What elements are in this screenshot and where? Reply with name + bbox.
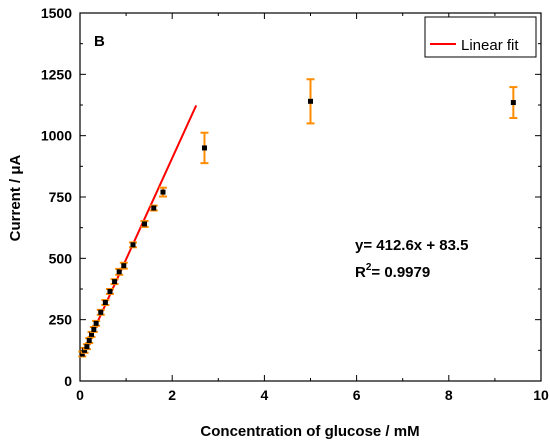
data-point xyxy=(89,326,98,333)
point-marker xyxy=(98,309,104,315)
y-tick-label: 500 xyxy=(49,250,73,266)
x-axis-label: Concentration of glucose / mM xyxy=(200,423,419,440)
plot-frame xyxy=(79,12,542,382)
point-marker xyxy=(151,205,157,211)
point-marker xyxy=(201,145,207,151)
point-marker xyxy=(130,242,136,248)
r-superscript: 2 xyxy=(366,262,372,273)
point-marker xyxy=(116,269,122,275)
point-marker xyxy=(102,299,108,305)
point-marker xyxy=(91,326,97,332)
y-tick-label: 0 xyxy=(64,373,72,389)
x-tick-label: 6 xyxy=(353,387,361,403)
point-marker xyxy=(89,331,95,337)
legend-box xyxy=(424,16,537,58)
point-marker xyxy=(86,338,92,344)
data-point xyxy=(115,267,124,276)
point-marker xyxy=(160,189,166,195)
r-value: = 0.9979 xyxy=(371,264,430,281)
data-point xyxy=(158,186,167,198)
data-point xyxy=(119,261,128,270)
x-tick-label: 0 xyxy=(76,387,84,403)
point-marker xyxy=(308,98,313,104)
point-marker xyxy=(79,351,85,357)
data-point xyxy=(509,86,518,120)
y-tick-label: 1500 xyxy=(41,5,72,21)
point-marker xyxy=(84,344,90,350)
point-marker xyxy=(142,221,148,227)
x-tick-label: 10 xyxy=(533,387,549,403)
fit-equation: y= 412.6x + 83.5 xyxy=(355,237,468,254)
panel-label: B xyxy=(94,33,105,50)
point-marker xyxy=(510,100,516,106)
y-axis-label: Current / μA xyxy=(7,154,24,241)
data-point xyxy=(105,288,114,295)
y-tick-label: 1000 xyxy=(41,128,72,144)
data-point xyxy=(96,308,105,316)
legend-label: Linear fit xyxy=(461,37,519,54)
fit-r-squared: R2= 0.9979 xyxy=(355,262,430,281)
point-marker xyxy=(82,347,88,353)
data-point xyxy=(82,343,91,351)
data-point xyxy=(110,278,119,286)
data-point xyxy=(92,319,101,327)
data-point xyxy=(149,204,158,212)
x-tick-label: 4 xyxy=(261,387,269,403)
data-point xyxy=(140,220,149,228)
data-point xyxy=(85,337,94,344)
y-tick-label: 750 xyxy=(49,189,73,205)
linear-fit-line xyxy=(81,105,198,356)
point-marker xyxy=(93,320,99,326)
data-point xyxy=(129,241,138,249)
x-tick-label: 8 xyxy=(445,387,453,403)
point-marker xyxy=(112,279,118,285)
r-prefix: R xyxy=(355,264,366,281)
y-tick-label: 1250 xyxy=(41,66,72,82)
data-point xyxy=(200,131,209,165)
data-point xyxy=(306,78,315,125)
point-marker xyxy=(107,288,113,294)
point-marker xyxy=(121,263,127,269)
y-tick-label: 250 xyxy=(49,312,73,328)
legend: Linear fit xyxy=(424,16,537,58)
data-point xyxy=(101,299,110,306)
x-tick-label: 2 xyxy=(168,387,176,403)
